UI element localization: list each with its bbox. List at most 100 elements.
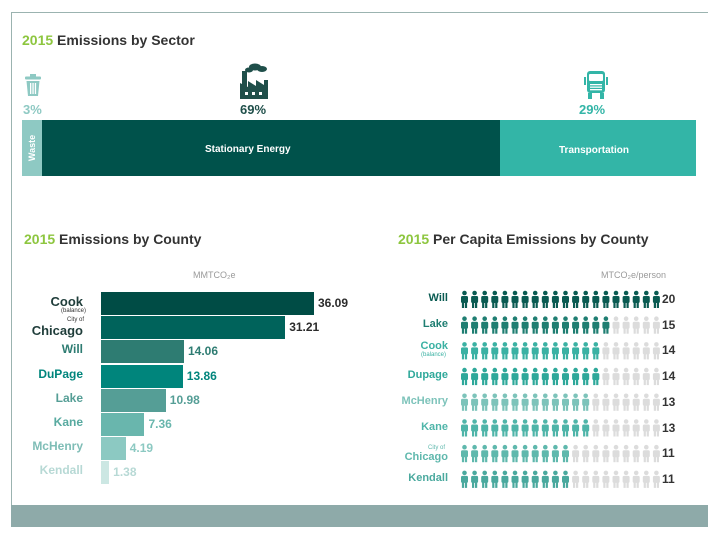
person-icon — [652, 393, 660, 411]
factory-icon — [240, 63, 268, 99]
person-icon — [461, 367, 468, 386]
person-icon — [531, 444, 539, 463]
person-icon — [592, 470, 600, 488]
person-icon — [612, 470, 620, 488]
person-icon — [602, 419, 610, 437]
person-icon — [551, 316, 559, 334]
person-icon — [461, 444, 468, 463]
person-icon — [562, 290, 569, 308]
person-icon — [572, 290, 580, 308]
person-icon — [642, 444, 650, 463]
person-icon — [582, 342, 590, 360]
per-capita-title-year: 2015 — [398, 231, 430, 247]
person-icon — [602, 342, 610, 360]
person-icon — [602, 470, 610, 488]
person-icon — [582, 367, 590, 386]
county-title-text: Emissions by County — [59, 231, 202, 247]
person-icon — [511, 444, 519, 463]
person-icon — [592, 342, 600, 360]
person-icon — [471, 419, 479, 437]
per-capita-title-text: Per Capita Emissions by County — [433, 231, 649, 247]
person-icon — [541, 393, 549, 411]
person-icon — [562, 419, 569, 437]
person-icon — [592, 367, 600, 386]
person-icon — [602, 367, 610, 386]
trash-can-icon — [25, 74, 41, 96]
person-icon — [461, 290, 468, 308]
per-capita-value-will: 20 — [662, 292, 676, 306]
person-icon — [652, 316, 660, 334]
county-name-kendall: Kendall — [39, 463, 83, 478]
county-value-kane: 7.36 — [148, 417, 172, 431]
person-icon — [562, 470, 569, 488]
person-icon — [531, 470, 539, 488]
person-icon — [652, 444, 660, 463]
person-icon — [501, 419, 509, 437]
per-capita-value-dupage: 14 — [662, 369, 676, 384]
person-icon — [551, 470, 559, 488]
person-icon — [582, 290, 590, 308]
person-icon — [612, 342, 620, 360]
county-bar-dupage — [101, 364, 183, 388]
person-icon — [541, 316, 549, 334]
person-icon — [592, 316, 600, 334]
per-capita-sub-chicago: City of — [427, 445, 445, 452]
person-icon — [511, 470, 519, 488]
person-icon — [622, 470, 630, 488]
person-icon — [481, 316, 489, 334]
person-icon — [612, 367, 620, 386]
county-value-mchenry: 4.19 — [129, 441, 154, 456]
person-icon — [642, 419, 650, 437]
sector-title-text: Emissions by Sector — [57, 32, 195, 48]
person-icon — [652, 470, 660, 488]
person-icon — [461, 470, 468, 488]
person-icon — [622, 290, 630, 308]
person-icon — [521, 444, 529, 463]
person-icon — [531, 342, 539, 360]
person-icon — [541, 444, 549, 463]
per-capita-sub-cook: (balance) — [420, 352, 446, 359]
transportation-percent: 29% — [579, 102, 606, 117]
person-icon — [612, 290, 620, 308]
person-icon — [551, 444, 559, 463]
person-icon — [562, 316, 569, 334]
person-icon — [531, 316, 539, 334]
person-icon — [572, 419, 580, 437]
person-icon — [592, 419, 600, 437]
person-icon — [572, 444, 580, 463]
transportation-bar — [500, 120, 696, 176]
person-icon — [562, 393, 569, 411]
person-icon — [582, 470, 590, 488]
person-icon — [572, 316, 580, 334]
person-icon — [511, 367, 519, 386]
person-icon — [612, 393, 620, 411]
person-icon — [562, 367, 569, 386]
county-sub-chicago: City of — [66, 317, 84, 324]
person-icon — [652, 342, 660, 360]
person-icon — [592, 444, 600, 463]
person-icon — [531, 367, 539, 386]
person-icon — [511, 393, 519, 411]
per-capita-name-lake: Lake — [422, 317, 448, 330]
per-capita-value-kendall: 11 — [662, 471, 675, 486]
footer-band — [11, 505, 708, 527]
person-icon — [481, 444, 489, 463]
person-icon — [632, 470, 640, 488]
county-unit-label: MMTCO₂e — [193, 270, 236, 280]
person-icon — [461, 419, 468, 437]
person-icon — [471, 290, 479, 308]
county-bar-will — [101, 340, 184, 364]
county-bar-kendall — [101, 461, 110, 485]
per-capita-value-chicago: 11 — [662, 446, 675, 461]
person-icon — [602, 393, 610, 411]
county-bar-lake — [101, 388, 166, 412]
county-value-lake: 10.98 — [169, 392, 200, 407]
person-icon — [491, 470, 499, 488]
frame-top-border — [11, 12, 708, 13]
per-capita-name-will: Will — [428, 292, 448, 304]
person-icon — [491, 444, 499, 463]
waste-percent: 3% — [23, 102, 42, 117]
person-icon — [471, 342, 479, 360]
county-value-cook: 36.09 — [318, 296, 349, 310]
